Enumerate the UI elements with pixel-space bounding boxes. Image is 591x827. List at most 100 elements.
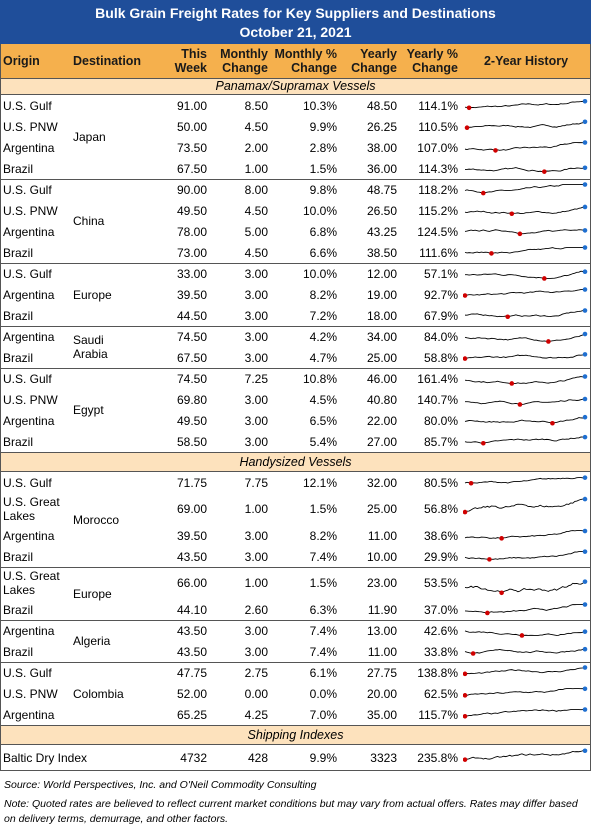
column-header: Origin: [3, 54, 40, 68]
origin: Brazil: [3, 308, 34, 323]
origin: Baltic Dry Index: [3, 750, 88, 765]
value-cell: 10.3%: [302, 98, 337, 113]
value-cell: 124.5%: [417, 224, 458, 239]
column-header: 2-Year History: [483, 54, 569, 68]
value-cell: 62.5%: [423, 686, 458, 701]
sparkline: [464, 308, 588, 320]
value-cell: 37.0%: [423, 602, 458, 617]
sparkline: [464, 646, 588, 656]
value-cell: 3.00: [244, 350, 268, 365]
value-cell: 1.00: [244, 502, 268, 516]
sparkline: [464, 204, 588, 217]
origin: Brazil: [3, 245, 34, 260]
value-cell: 33.00: [176, 266, 207, 281]
value-cell: 7.4%: [309, 623, 337, 638]
value-cell: 7.2%: [309, 308, 337, 323]
value-cell: 8.2%: [309, 287, 337, 302]
value-cell: 3.00: [244, 434, 268, 449]
value-cell: 44.50: [176, 308, 207, 323]
value-cell: 4.25: [244, 707, 268, 722]
sparkline: [463, 496, 588, 515]
value-cell: 18.00: [366, 308, 397, 323]
value-cell: 115.7%: [418, 707, 458, 722]
value-cell: 74.50: [176, 329, 207, 344]
group-border: [0, 745, 591, 771]
origin: Argentina: [3, 287, 55, 302]
column-header: Yearly Change: [351, 47, 397, 75]
origin: Argentina: [3, 623, 55, 638]
value-cell: 43.25: [366, 224, 397, 239]
sparkline: [463, 287, 588, 298]
value-cell: 39.50: [176, 287, 207, 302]
sparkline: [464, 528, 588, 541]
group-border: [0, 620, 591, 663]
destination: Europe: [73, 287, 112, 302]
origin: U.S. Gulf: [3, 665, 52, 680]
value-cell: 33.8%: [423, 644, 458, 659]
value-cell: 6.8%: [309, 224, 337, 239]
value-cell: 11.00: [367, 644, 397, 659]
value-cell: 66.00: [176, 576, 207, 590]
value-cell: 20.00: [366, 686, 397, 701]
value-cell: 5.00: [244, 224, 268, 239]
sparkline: [464, 165, 588, 174]
value-cell: 0.00: [244, 686, 268, 701]
value-cell: 48.50: [366, 98, 397, 113]
value-cell: 49.50: [176, 413, 207, 428]
column-header: Monthly % Change: [274, 47, 338, 75]
value-cell: 44.10: [176, 602, 207, 617]
subtitle: October 21, 2021: [0, 23, 591, 42]
value-cell: 67.50: [176, 161, 207, 176]
value-cell: 27.00: [366, 434, 397, 449]
value-cell: 73.00: [176, 245, 207, 260]
value-cell: 3.00: [244, 392, 268, 407]
sparkline: [463, 748, 588, 762]
destination: Morocco: [73, 512, 120, 527]
origin: U.S. Gulf: [3, 98, 52, 113]
value-cell: 40.80: [366, 392, 397, 407]
origin: U.S. Gulf: [3, 371, 52, 386]
value-cell: 58.50: [176, 434, 207, 449]
destination: China: [73, 214, 105, 228]
value-cell: 235.8%: [417, 750, 458, 765]
value-cell: 10.8%: [302, 371, 337, 386]
value-cell: 110.5%: [418, 119, 458, 134]
origin: U.S. PNW: [3, 203, 58, 218]
value-cell: 12.00: [366, 266, 397, 281]
group-border: [0, 326, 591, 369]
value-cell: 8.00: [244, 182, 268, 197]
value-cell: 67.9%: [423, 308, 458, 323]
value-cell: 27.75: [366, 665, 397, 680]
origin: U.S. Gulf: [3, 182, 52, 197]
value-cell: 56.8%: [423, 502, 458, 516]
value-cell: 35.00: [366, 707, 397, 722]
value-cell: 4.50: [244, 119, 268, 134]
value-cell: 9.9%: [309, 119, 337, 134]
value-cell: 73.50: [176, 140, 207, 155]
value-cell: 42.6%: [423, 623, 458, 638]
column-header: Destination: [73, 54, 142, 68]
sparkline: [464, 414, 588, 426]
value-cell: 3.00: [244, 266, 268, 281]
value-cell: 22.00: [366, 413, 397, 428]
value-cell: 52.00: [176, 686, 207, 701]
value-cell: 23.00: [366, 576, 397, 590]
value-cell: 2.8%: [309, 140, 337, 155]
origin: Argentina: [3, 413, 55, 428]
value-cell: 11.00: [367, 528, 397, 543]
value-cell: 53.5%: [423, 576, 458, 590]
value-cell: 4.5%: [309, 392, 337, 407]
value-cell: 92.7%: [423, 287, 458, 302]
sparkline: [463, 707, 588, 719]
destination: Saudi Arabia: [73, 333, 108, 361]
destination: Europe: [73, 586, 112, 601]
origin: U.S. PNW: [3, 119, 58, 134]
value-cell: 34.00: [366, 329, 397, 344]
value-cell: 38.6%: [423, 528, 458, 543]
value-cell: 2.75: [244, 665, 268, 680]
value-cell: 50.00: [176, 119, 207, 134]
value-cell: 3323: [370, 750, 397, 765]
value-cell: 428: [247, 750, 268, 765]
value-cell: 71.75: [176, 475, 207, 490]
group-border: [0, 368, 591, 453]
